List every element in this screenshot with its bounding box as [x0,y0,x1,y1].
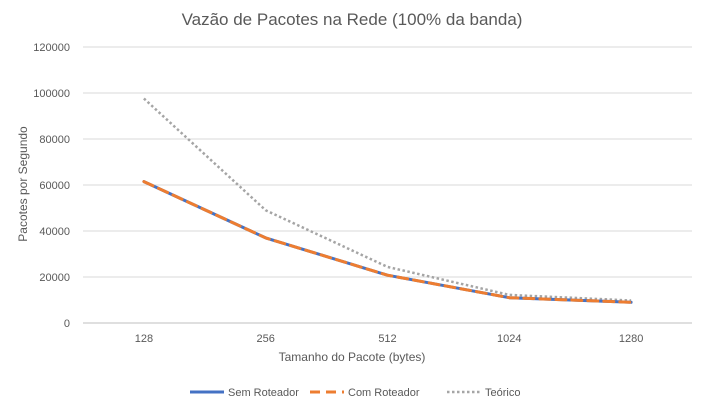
x-tick-label: 1024 [497,333,521,345]
legend-label-2: Teórico [485,387,520,399]
series-line-2 [143,97,632,302]
x-tick-label: 128 [135,333,153,345]
legend: Sem Roteador Com Roteador Teórico [190,387,520,399]
y-tick-label: 120000 [33,42,70,54]
x-axis-ticks: 128 256 512 1024 1280 [135,333,644,345]
x-tick-label: 512 [378,333,396,345]
x-tick-label: 1280 [619,333,643,345]
x-tick-label: 256 [257,333,275,345]
legend-label-0: Sem Roteador [228,387,299,399]
series-lines [142,97,633,304]
y-tick-label: 100000 [33,88,70,100]
y-tick-label: 60000 [39,180,70,192]
y-tick-label: 40000 [39,226,70,238]
y-axis-label: Pacotes por Segundo [16,126,30,242]
chart-title: Vazão de Pacotes na Rede (100% da banda) [182,10,523,29]
series-line-0 [142,180,633,304]
y-tick-label: 20000 [39,272,70,284]
series-line-1 [142,180,633,304]
y-tick-label: 0 [64,318,70,330]
legend-label-1: Com Roteador [348,387,420,399]
y-tick-label: 80000 [39,134,70,146]
gridlines [83,46,692,324]
x-axis-label: Tamanho do Pacote (bytes) [279,350,426,364]
y-axis-ticks: 0 20000 40000 60000 80000 100000 120000 [33,42,70,330]
